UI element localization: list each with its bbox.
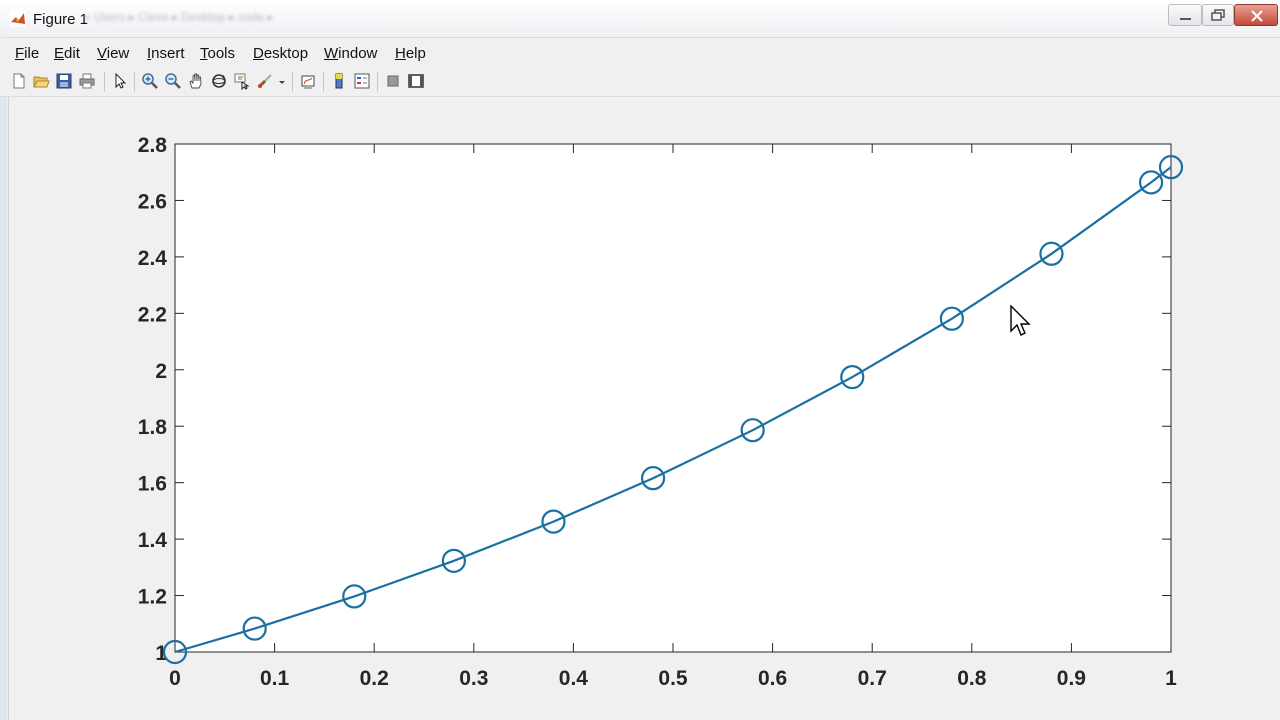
data-cursor-icon[interactable] [233,72,251,90]
y-tick-label: 1.6 [138,473,167,496]
restore-icon [1211,9,1225,21]
y-tick-label: 2.6 [138,190,167,213]
menu-edit[interactable]: Edit [54,45,80,62]
data-point-marker[interactable] [342,584,367,609]
x-tick-label: 1 [1165,667,1177,690]
axis-ticks [174,143,1172,653]
toolbar-separator [134,72,135,92]
data-point-marker[interactable] [1158,155,1184,180]
menu-bar: File Edit View Insert Tools Desktop Wind… [0,38,1280,68]
select-arrow-icon[interactable] [111,72,129,90]
data-point-marker[interactable] [1039,241,1064,266]
window-left-border [0,37,7,720]
save-icon[interactable] [55,72,73,90]
x-tick-label: 0.1 [260,667,290,690]
y-tick-label: 2.8 [138,134,168,157]
x-tick-label: 0.4 [559,667,589,690]
data-point-marker[interactable] [740,418,765,443]
y-tick-label: 2.2 [138,303,167,326]
brush-dropdown-icon[interactable] [277,72,287,90]
zoom-in-icon[interactable] [141,72,159,90]
legend-icon[interactable] [353,72,371,90]
data-point-marker[interactable] [162,639,188,665]
close-icon [1251,10,1263,22]
matlab-logo-icon [10,11,26,27]
data-point-marker[interactable] [441,548,466,573]
link-plot-icon[interactable] [299,72,317,90]
open-file-icon[interactable] [32,72,50,90]
figure-toolbar [0,68,1280,97]
window-title: Figure 1 [33,11,89,28]
series-layer [162,155,1184,665]
x-tick-label: 0.9 [1057,667,1086,690]
data-point-marker[interactable] [939,306,964,331]
rotate-3d-icon[interactable] [210,72,228,90]
x-tick-label: 0.7 [858,667,887,690]
pan-hand-icon[interactable] [187,72,205,90]
y-tick-label: 1.2 [138,586,167,609]
hide-plot-tools-icon[interactable] [384,72,402,90]
show-plot-tools-icon[interactable] [407,72,425,90]
minimize-icon [1180,18,1191,20]
brush-icon[interactable] [256,72,274,90]
window-titlebar[interactable]: Figure 1 « Users ▸ Cleve ▸ Desktop ▸ cod… [0,0,1280,38]
x-tick-label: 0.6 [758,667,787,690]
print-icon[interactable] [78,72,96,90]
y-tick-label: 1.8 [138,416,168,439]
toolbar-separator [104,72,105,92]
data-point-marker[interactable] [840,365,865,390]
data-point-marker[interactable] [640,466,666,491]
y-tick-label: 2 [155,360,167,383]
toolbar-separator [323,72,324,92]
menu-desktop[interactable]: Desktop [253,45,309,62]
menu-insert[interactable]: Insert [147,45,185,62]
menu-view[interactable]: View [97,45,130,62]
new-figure-icon[interactable] [10,72,28,90]
x-tick-label: 0.3 [459,667,488,690]
x-tick-label: 0.2 [360,667,389,690]
axes-box[interactable] [174,143,1172,653]
menu-tools[interactable]: Tools [200,45,236,62]
menu-file[interactable]: File [15,45,40,62]
maximize-button[interactable] [1202,4,1234,26]
y-tick-label: 2.4 [138,247,168,270]
menu-window[interactable]: Window [324,45,378,62]
close-button[interactable] [1234,4,1278,26]
mouse-cursor-icon [1010,305,1031,336]
series-line [174,166,1172,654]
zoom-out-icon[interactable] [164,72,182,90]
data-point-marker[interactable] [541,509,566,534]
x-tick-label: 0.8 [957,667,987,690]
y-tick-label: 1.4 [138,529,168,552]
data-point-marker[interactable] [1138,170,1164,195]
toolbar-separator [292,72,293,92]
x-tick-label: 0.5 [658,667,688,690]
menu-help[interactable]: Help [395,45,426,62]
toolbar-separator [377,72,378,92]
window-path: « Users ▸ Cleve ▸ Desktop ▸ code ▸ [84,10,274,24]
colorbar-icon[interactable] [330,72,348,90]
x-tick-label: 0 [169,667,181,690]
data-point-marker[interactable] [242,616,267,641]
minimize-button[interactable] [1168,4,1202,26]
